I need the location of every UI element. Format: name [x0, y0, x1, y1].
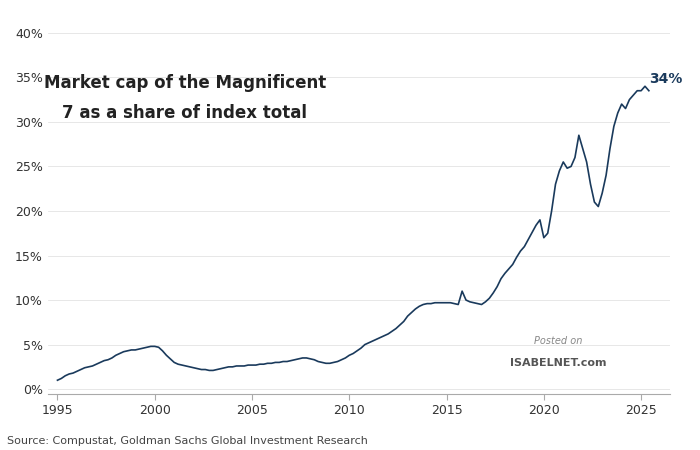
Text: Posted on: Posted on — [534, 336, 582, 346]
Text: Market cap of the Magnificent: Market cap of the Magnificent — [43, 74, 326, 92]
Text: 34%: 34% — [649, 72, 682, 86]
Text: Source: Compustat, Goldman Sachs Global Investment Research: Source: Compustat, Goldman Sachs Global … — [7, 436, 368, 446]
Text: 7 as a share of index total: 7 as a share of index total — [62, 104, 307, 122]
Text: ISABELNET.com: ISABELNET.com — [510, 358, 606, 368]
